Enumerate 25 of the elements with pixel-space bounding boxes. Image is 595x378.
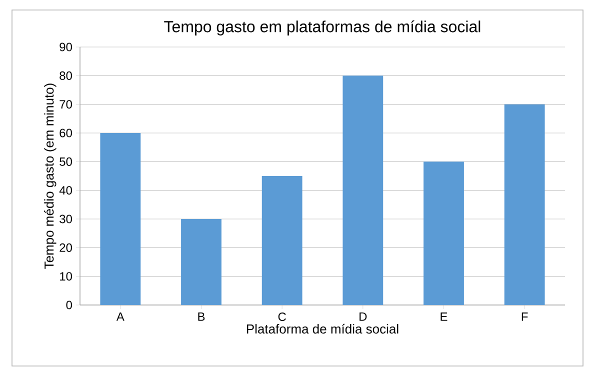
y-tick-label: 80 [60, 71, 72, 80]
bar [342, 76, 384, 305]
bar [100, 133, 141, 305]
x-tick-label: C [278, 312, 286, 322]
y-tick-label: 70 [60, 100, 72, 109]
bar [424, 162, 464, 305]
y-tick-label: 10 [60, 272, 72, 281]
chart-title: Tempo gasto em plataformas de mídia social [164, 20, 480, 36]
x-tick-label: F [522, 312, 528, 321]
x-axis-title: Plataforma de mídia social [246, 324, 398, 334]
y-tick-label: 60 [60, 128, 72, 138]
bar [504, 104, 545, 305]
x-tick-label: A [116, 312, 124, 321]
y-tick-label: 20 [60, 243, 72, 252]
y-tick-label: 30 [60, 214, 72, 224]
x-tick-label: E [440, 312, 448, 321]
y-axis-title: Tempo médio gasto (em minuto) [44, 84, 56, 269]
y-tick-label: 40 [59, 186, 72, 195]
y-tick-label: 0 [66, 300, 72, 310]
y-tick-label: 90 [60, 42, 72, 52]
bar [181, 219, 222, 305]
bar [262, 176, 302, 305]
x-tick-label: D [360, 312, 367, 321]
y-tick-label: 50 [60, 157, 72, 166]
x-tick-label: B [198, 312, 205, 321]
